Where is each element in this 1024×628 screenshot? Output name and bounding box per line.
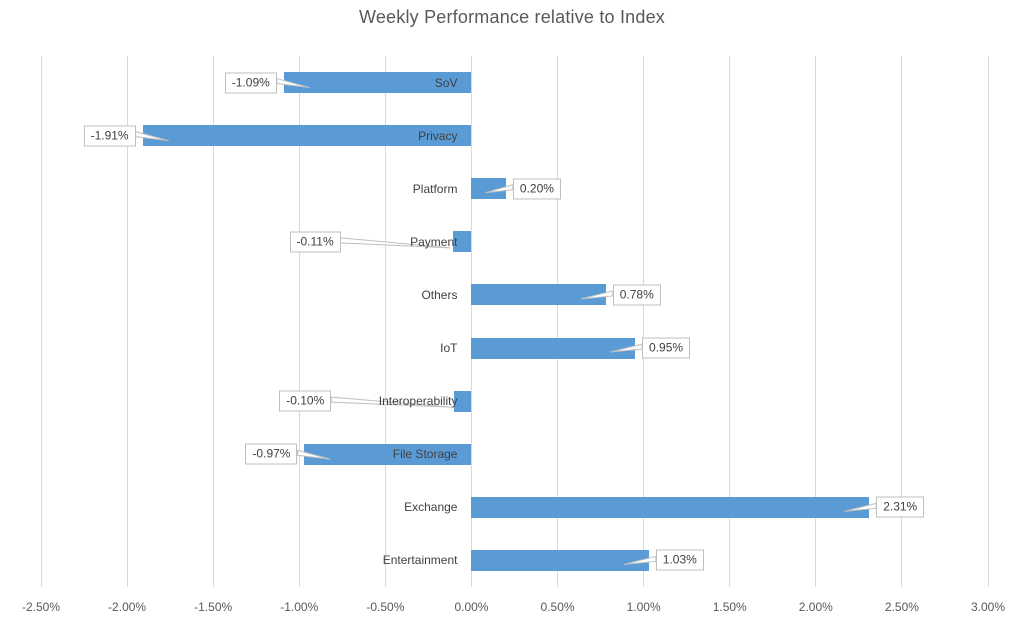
data-label-callout: 0.78% [612, 284, 661, 306]
gridline [557, 56, 559, 587]
category-label: Exchange [404, 500, 458, 515]
data-label-callout: -1.91% [83, 125, 136, 147]
gridline [815, 56, 817, 587]
gridline [729, 56, 731, 587]
bar [304, 443, 472, 465]
bar [471, 284, 606, 306]
gridline [40, 56, 42, 587]
data-label-callout: 0.95% [642, 337, 691, 359]
bar [471, 337, 636, 359]
data-label-callout: 0.20% [512, 178, 561, 200]
data-label-callout: -0.11% [289, 231, 341, 253]
chart-title: Weekly Performance relative to Index [358, 7, 665, 27]
bar [283, 72, 472, 94]
data-label-callout: -1.09% [224, 72, 277, 94]
data-label-callout: 1.03% [655, 549, 704, 571]
data-label-callout: 2.31% [876, 496, 925, 518]
x-tick-label: -2.50% [21, 600, 61, 614]
gridline [298, 56, 300, 587]
x-tick-label: -1.50% [194, 600, 233, 614]
x-tick-label: -2.00% [108, 600, 147, 614]
x-tick-label: 0.00% [454, 600, 489, 614]
category-label: Entertainment [382, 553, 458, 568]
x-tick-label: 2.50% [884, 600, 919, 614]
x-tick-label: 3.00% [970, 600, 1006, 614]
plot-area: SoV Privacy Platform Payment Others IoT Intero… [40, 56, 989, 587]
x-tick-label: -1.00% [280, 600, 319, 614]
x-tick-label: 2.00% [798, 600, 833, 614]
gridline [212, 56, 214, 587]
bar [142, 125, 472, 147]
bar [471, 496, 870, 518]
data-label-callout: -0.10% [279, 390, 332, 412]
bar [471, 549, 649, 571]
gridline [901, 56, 903, 587]
bar [471, 178, 506, 200]
data-label-callout: -0.97% [245, 443, 298, 465]
category-label: SoV [434, 75, 458, 90]
category-label: Payment [410, 234, 458, 249]
gridline [384, 56, 386, 587]
category-label: File Storage [392, 447, 458, 462]
gridline [126, 56, 128, 587]
gridline [987, 56, 989, 587]
x-tick-label: 1.50% [712, 600, 747, 614]
bar [452, 231, 472, 253]
x-tick-label: 1.00% [626, 600, 661, 614]
category-label: Interoperability [378, 394, 458, 409]
category-label: Others [421, 287, 458, 302]
category-label: IoT [440, 341, 458, 356]
x-tick-label: -0.50% [366, 600, 405, 614]
category-label: Platform [412, 181, 458, 196]
x-axis: -2.50% -2.00% -1.50% -1.00% -0.50% 0.00% 0.50%… [0, 596, 1024, 616]
bar [454, 390, 472, 412]
gridline [643, 56, 645, 587]
x-tick-label: 0.50% [540, 600, 575, 614]
category-label: Privacy [418, 128, 458, 143]
gridline [470, 56, 472, 587]
